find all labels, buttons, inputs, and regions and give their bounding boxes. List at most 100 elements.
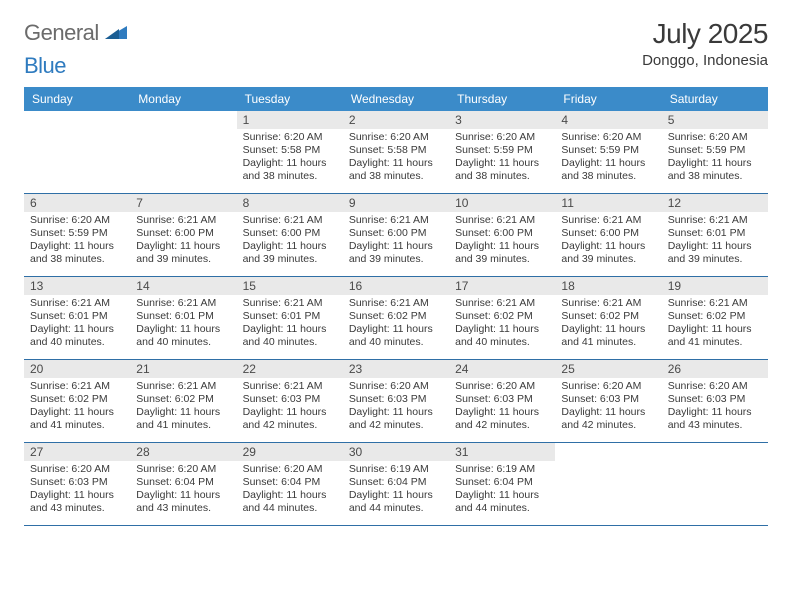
day-cell: . [555, 443, 661, 525]
day-cell: 30Sunrise: 6:19 AMSunset: 6:04 PMDayligh… [343, 443, 449, 525]
sunrise-line: Sunrise: 6:21 AM [668, 214, 764, 227]
day-number: 8 [237, 194, 343, 212]
sunset-line: Sunset: 6:04 PM [455, 476, 551, 489]
day-number: 31 [449, 443, 555, 461]
day-cell: 1Sunrise: 6:20 AMSunset: 5:58 PMDaylight… [237, 111, 343, 193]
daylight-line: Daylight: 11 hours and 44 minutes. [455, 489, 551, 515]
day-number: 30 [343, 443, 449, 461]
day-cell: 5 Sunrise: 6:20 AMSunset: 5:59 PMDaylight… [662, 111, 768, 193]
sunrise-line: Sunrise: 6:20 AM [668, 380, 764, 393]
sunset-line: Sunset: 6:03 PM [243, 393, 339, 406]
sunset-line: Sunset: 5:59 PM [668, 144, 764, 157]
sunrise-line: Sunrise: 6:20 AM [349, 131, 445, 144]
sunrise-line: Sunrise: 6:21 AM [136, 297, 232, 310]
daylight-line: Daylight: 11 hours and 40 minutes. [349, 323, 445, 349]
brand-part2: Blue [24, 53, 66, 79]
day-number: 29 [237, 443, 343, 461]
sunset-line: Sunset: 6:02 PM [349, 310, 445, 323]
day-number: 28 [130, 443, 236, 461]
sunrise-line: Sunrise: 6:20 AM [561, 131, 657, 144]
day-cell: 23Sunrise: 6:20 AMSunset: 6:03 PMDayligh… [343, 360, 449, 442]
sunset-line: Sunset: 6:02 PM [668, 310, 764, 323]
sunset-line: Sunset: 6:01 PM [136, 310, 232, 323]
day-cell: 4Sunrise: 6:20 AMSunset: 5:59 PMDaylight… [555, 111, 661, 193]
day-cell: . [662, 443, 768, 525]
sunrise-line: Sunrise: 6:19 AM [455, 463, 551, 476]
month-title: July 2025 [642, 18, 768, 50]
sunset-line: Sunset: 6:03 PM [561, 393, 657, 406]
sunrise-line: Sunrise: 6:21 AM [30, 380, 126, 393]
day-details: Sunrise: 6:20 AMSunset: 5:58 PMDaylight:… [243, 131, 339, 184]
sunrise-line: Sunrise: 6:21 AM [30, 297, 126, 310]
sunset-line: Sunset: 6:00 PM [455, 227, 551, 240]
day-details: Sunrise: 6:20 AMSunset: 6:04 PMDaylight:… [243, 463, 339, 516]
day-details: Sunrise: 6:21 AMSunset: 6:01 PMDaylight:… [668, 214, 764, 267]
day-number: 14 [130, 277, 236, 295]
day-details: Sunrise: 6:21 AMSunset: 6:02 PMDaylight:… [30, 380, 126, 433]
day-cell: 29 Sunrise: 6:20 AMSunset: 6:04 PMDayligh… [237, 443, 343, 525]
day-details: Sunrise: 6:21 AMSunset: 6:02 PMDaylight:… [136, 380, 232, 433]
day-cell: 15Sunrise: 6:21 AMSunset: 6:01 PMDayligh… [237, 277, 343, 359]
day-cell: 25 Sunrise: 6:20 AMSunset: 6:03 PMDayligh… [555, 360, 661, 442]
daylight-line: Daylight: 11 hours and 38 minutes. [561, 157, 657, 183]
day-number: 25 [555, 360, 661, 378]
day-cell: 19Sunrise: 6:21 AMSunset: 6:02 PMDayligh… [662, 277, 768, 359]
day-of-week-header: SundayMondayTuesdayWednesdayThursdayFrid… [24, 87, 768, 111]
day-number: 9 [343, 194, 449, 212]
day-cell: 24 Sunrise: 6:20 AMSunset: 6:03 PMDayligh… [449, 360, 555, 442]
day-number: 23 [343, 360, 449, 378]
daylight-line: Daylight: 11 hours and 43 minutes. [668, 406, 764, 432]
day-details: Sunrise: 6:21 AMSunset: 6:02 PMDaylight:… [349, 297, 445, 350]
day-cell: 8Sunrise: 6:21 AMSunset: 6:00 PMDaylight… [237, 194, 343, 276]
sunset-line: Sunset: 5:59 PM [30, 227, 126, 240]
day-number: 27 [24, 443, 130, 461]
sunrise-line: Sunrise: 6:20 AM [349, 380, 445, 393]
daylight-line: Daylight: 11 hours and 43 minutes. [30, 489, 126, 515]
day-details: Sunrise: 6:20 AMSunset: 6:03 PMDaylight:… [455, 380, 551, 433]
sunrise-line: Sunrise: 6:21 AM [243, 297, 339, 310]
sunset-line: Sunset: 6:04 PM [136, 476, 232, 489]
daylight-line: Daylight: 11 hours and 41 minutes. [30, 406, 126, 432]
day-number: 24 [449, 360, 555, 378]
daylight-line: Daylight: 11 hours and 39 minutes. [136, 240, 232, 266]
sunset-line: Sunset: 6:01 PM [30, 310, 126, 323]
sunset-line: Sunset: 6:01 PM [243, 310, 339, 323]
day-cell: 28 Sunrise: 6:20 AMSunset: 6:04 PMDayligh… [130, 443, 236, 525]
sunrise-line: Sunrise: 6:21 AM [561, 214, 657, 227]
day-cell: 10Sunrise: 6:21 AMSunset: 6:00 PMDayligh… [449, 194, 555, 276]
day-details: Sunrise: 6:21 AMSunset: 6:00 PMDaylight:… [349, 214, 445, 267]
day-number: 19 [662, 277, 768, 295]
day-details: Sunrise: 6:21 AMSunset: 6:01 PMDaylight:… [243, 297, 339, 350]
day-details: Sunrise: 6:20 AMSunset: 5:59 PMDaylight:… [668, 131, 764, 184]
sunset-line: Sunset: 6:00 PM [243, 227, 339, 240]
sunset-line: Sunset: 5:59 PM [561, 144, 657, 157]
day-details: Sunrise: 6:20 AMSunset: 6:04 PMDaylight:… [136, 463, 232, 516]
daylight-line: Daylight: 11 hours and 39 minutes. [668, 240, 764, 266]
sunset-line: Sunset: 6:00 PM [136, 227, 232, 240]
sunset-line: Sunset: 6:02 PM [30, 393, 126, 406]
sunset-line: Sunset: 6:02 PM [561, 310, 657, 323]
day-number: 5 [662, 111, 768, 129]
day-cell: 27Sunrise: 6:20 AMSunset: 6:03 PMDayligh… [24, 443, 130, 525]
day-cell: 21 Sunrise: 6:21 AMSunset: 6:02 PMDayligh… [130, 360, 236, 442]
day-cell: 11Sunrise: 6:21 AMSunset: 6:00 PMDayligh… [555, 194, 661, 276]
brand-logo: General [24, 20, 131, 46]
daylight-line: Daylight: 11 hours and 41 minutes. [136, 406, 232, 432]
day-number: 21 [130, 360, 236, 378]
daylight-line: Daylight: 11 hours and 38 minutes. [243, 157, 339, 183]
day-details: Sunrise: 6:20 AMSunset: 6:03 PMDaylight:… [668, 380, 764, 433]
sunrise-line: Sunrise: 6:20 AM [30, 214, 126, 227]
day-details: Sunrise: 6:21 AMSunset: 6:01 PMDaylight:… [136, 297, 232, 350]
daylight-line: Daylight: 11 hours and 44 minutes. [243, 489, 339, 515]
day-cell: 6Sunrise: 6:20 AMSunset: 5:59 PMDaylight… [24, 194, 130, 276]
week-row: 6Sunrise: 6:20 AMSunset: 5:59 PMDaylight… [24, 194, 768, 277]
weeks-container: .. 1Sunrise: 6:20 AMSunset: 5:58 PMDaylig… [24, 111, 768, 526]
sunrise-line: Sunrise: 6:20 AM [668, 131, 764, 144]
calendar-grid: SundayMondayTuesdayWednesdayThursdayFrid… [24, 87, 768, 526]
day-details: Sunrise: 6:20 AMSunset: 6:03 PMDaylight:… [561, 380, 657, 433]
day-cell: 26Sunrise: 6:20 AMSunset: 6:03 PMDayligh… [662, 360, 768, 442]
day-number: 2 [343, 111, 449, 129]
day-details: Sunrise: 6:21 AMSunset: 6:00 PMDaylight:… [561, 214, 657, 267]
sunset-line: Sunset: 5:58 PM [243, 144, 339, 157]
sunrise-line: Sunrise: 6:21 AM [243, 214, 339, 227]
